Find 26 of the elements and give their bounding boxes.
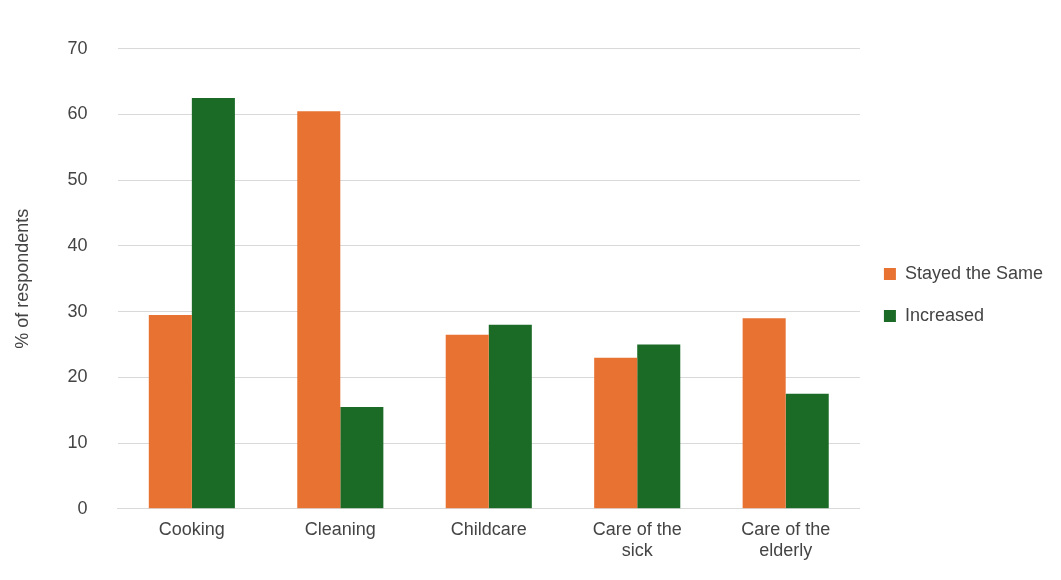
x-tick-label: Care of the elderly [741, 518, 831, 561]
x-tick-label: Care of the sick [592, 518, 682, 561]
bar [742, 318, 786, 509]
y-tick-label: 60 [67, 103, 88, 124]
bar [488, 324, 532, 509]
bar [637, 344, 681, 509]
y-tick-label: 40 [67, 234, 88, 255]
y-tick-label: 30 [67, 300, 88, 321]
x-tick-label: Cooking [158, 518, 225, 539]
y-axis-title: % of respondents [11, 208, 32, 349]
bar [297, 111, 341, 509]
x-tick-label: Cleaning [304, 518, 376, 539]
bar [785, 393, 829, 509]
y-tick-label: 70 [67, 37, 88, 58]
y-tick-label: 20 [67, 366, 88, 387]
y-tick-label: 10 [67, 432, 88, 453]
y-tick-label: 50 [67, 169, 88, 190]
bar [594, 357, 638, 509]
legend-label: Stayed the Same [904, 262, 1044, 283]
legend-label: Increased [904, 304, 984, 325]
bar [445, 334, 489, 509]
bar [340, 406, 384, 509]
bar [191, 98, 235, 509]
x-tick-label: Childcare [450, 518, 527, 539]
y-tick-label: 0 [77, 497, 88, 518]
bar [148, 314, 192, 509]
